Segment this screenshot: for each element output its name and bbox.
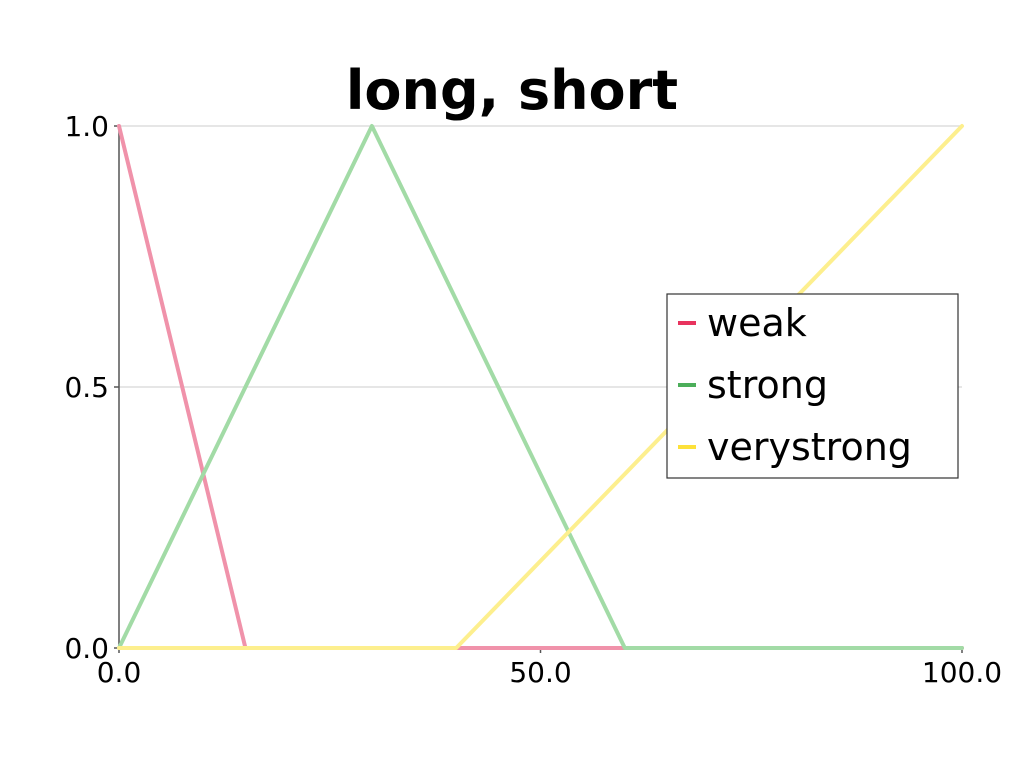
- y-tick-label-1: 0.5: [64, 371, 109, 404]
- legend-label-verystrong: verystrong: [707, 425, 912, 469]
- y-tick-label-2: 1.0: [64, 110, 109, 143]
- legend-box: [666, 293, 959, 479]
- chart-title: long, short: [346, 59, 678, 122]
- x-tick-label-0: 0.0: [97, 656, 142, 689]
- x-tick-label-2: 100.0: [922, 656, 1002, 689]
- legend-label-strong: strong: [707, 363, 828, 407]
- legend: weak strong verystrong: [666, 293, 959, 479]
- tick-labels: 0.0 0.5 1.0 0.0 50.0 100.0: [64, 110, 1002, 689]
- series-line-strong: [117, 124, 964, 650]
- x-tick-label-1: 50.0: [509, 656, 571, 689]
- legend-label-weak: weak: [707, 301, 807, 345]
- y-tick-label-0: 0.0: [64, 632, 109, 665]
